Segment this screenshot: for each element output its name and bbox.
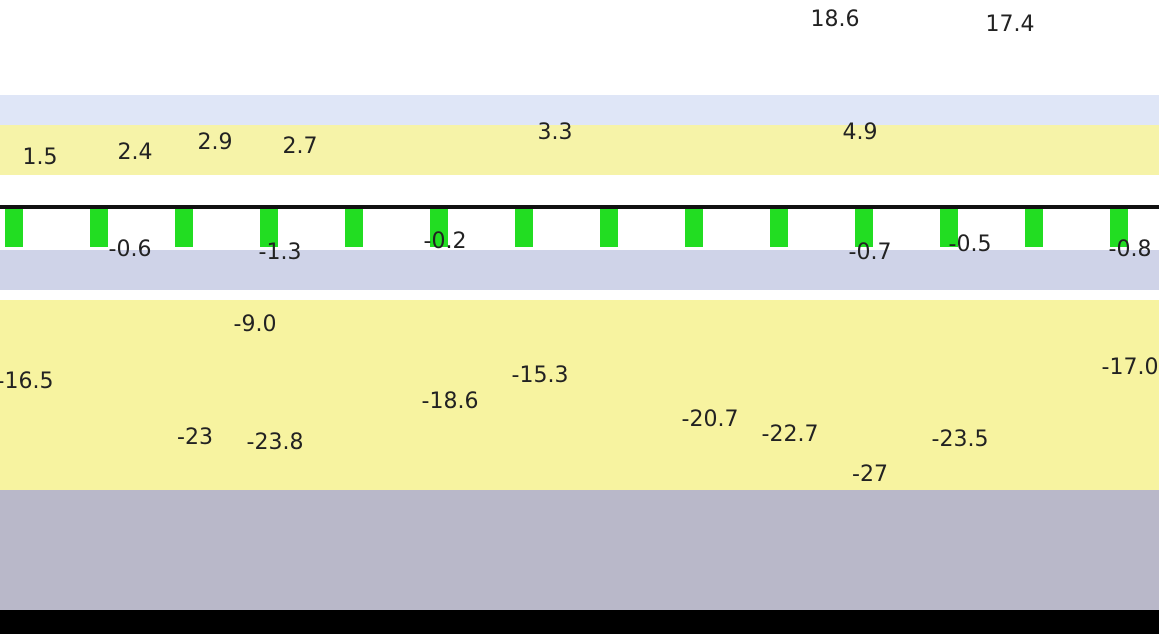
green-block <box>770 209 788 247</box>
value-label: -23.8 <box>247 430 304 455</box>
value-label: -15.3 <box>512 363 569 388</box>
value-label: -9.0 <box>234 312 277 337</box>
green-block <box>5 209 23 247</box>
green-block <box>940 209 958 247</box>
value-label: 17.4 <box>986 12 1035 37</box>
band <box>0 125 1159 175</box>
green-block <box>855 209 873 247</box>
value-label: 18.6 <box>811 7 860 32</box>
value-label: -0.6 <box>109 237 152 262</box>
value-label: 1.5 <box>23 145 58 170</box>
green-block <box>260 209 278 247</box>
value-label: -23 <box>177 425 213 450</box>
band <box>0 250 1159 290</box>
green-block <box>430 209 448 247</box>
value-label: -23.5 <box>932 427 989 452</box>
green-block <box>600 209 618 247</box>
value-label: -20.7 <box>682 407 739 432</box>
value-label: -1.3 <box>259 240 302 265</box>
band <box>0 300 1159 490</box>
value-label: 3.3 <box>538 120 573 145</box>
labels: 18.6 17.4 1.5 2.4 2.9 2.7 3.3 4.9 -0.6 -1.3 -0.2 -0… <box>0 7 1158 487</box>
value-label: -0.2 <box>424 229 467 254</box>
value-label: 4.9 <box>843 120 878 145</box>
green-block <box>175 209 193 247</box>
green-block <box>1025 209 1043 247</box>
green-block <box>90 209 108 247</box>
value-label: -18.6 <box>422 389 479 414</box>
green-block <box>345 209 363 247</box>
value-label: 2.7 <box>283 134 318 159</box>
rule <box>0 205 1159 209</box>
value-label: 2.9 <box>198 130 233 155</box>
value-label: -0.5 <box>949 232 992 257</box>
value-label: -22.7 <box>762 422 819 447</box>
value-label: 2.4 <box>118 140 153 165</box>
green-block <box>685 209 703 247</box>
value-label: -0.8 <box>1109 237 1152 262</box>
noise-area <box>0 490 1159 610</box>
footer-bar <box>0 610 1159 634</box>
value-label: -16.5 <box>0 369 53 394</box>
value-label: -17.0 <box>1102 355 1159 380</box>
value-label: -27 <box>852 462 888 487</box>
green-block <box>515 209 533 247</box>
band <box>0 95 1159 125</box>
value-label: -0.7 <box>849 240 892 265</box>
green-block <box>1110 209 1128 247</box>
blocks <box>5 209 1128 247</box>
